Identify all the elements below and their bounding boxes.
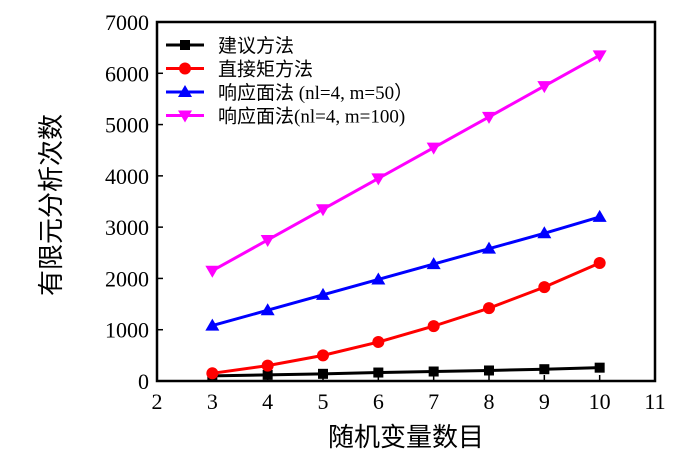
- x-tick-label: 3: [207, 389, 218, 414]
- x-tick-label: 6: [373, 389, 384, 414]
- legend-marker: [178, 110, 192, 123]
- y-tick-label: 0: [138, 369, 149, 394]
- data-point: [594, 362, 605, 373]
- x-tick-label: 11: [644, 389, 665, 414]
- y-axis-label: 有限元分析次数: [37, 114, 66, 296]
- data-point: [593, 257, 606, 270]
- data-point: [260, 303, 275, 316]
- data-point: [426, 142, 441, 155]
- data-point: [371, 173, 386, 186]
- series-line: [211, 54, 601, 273]
- plot-frame: [155, 20, 657, 383]
- series-3: [205, 50, 607, 278]
- y-tick-label: 4000: [105, 164, 149, 189]
- data-point: [538, 281, 551, 294]
- legend-marker: [180, 40, 190, 50]
- legend-marker: [179, 62, 191, 75]
- data-point: [592, 209, 607, 222]
- x-axis-label: 随机变量数目: [328, 423, 484, 452]
- y-tick-label: 7000: [105, 10, 149, 35]
- data-point: [539, 364, 550, 375]
- y-tick-label: 3000: [105, 215, 149, 240]
- legend-label: 响应面法(nl=4, m=100): [218, 106, 405, 128]
- data-point: [318, 368, 328, 379]
- data-point: [260, 234, 275, 247]
- data-point: [206, 367, 219, 380]
- data-point: [482, 241, 496, 254]
- legend-label: 建议方法: [218, 35, 294, 57]
- data-point: [537, 226, 552, 239]
- data-point: [537, 81, 552, 94]
- data-point: [261, 359, 274, 372]
- series-2: [205, 209, 607, 331]
- y-tick-label: 1000: [105, 318, 149, 343]
- legend-label: 直接矩方法: [218, 59, 313, 81]
- x-tick-label: 8: [484, 389, 495, 414]
- data-point: [372, 336, 385, 349]
- data-point: [426, 257, 441, 270]
- data-point: [373, 367, 384, 378]
- x-tick-label: 4: [262, 389, 273, 414]
- x-tick-label: 5: [318, 389, 329, 414]
- data-point: [317, 349, 329, 362]
- data-point: [316, 287, 330, 300]
- legend-marker: [178, 85, 192, 97]
- data-point: [484, 365, 494, 376]
- legend-label: 响应面法 (nl=4, m=50）: [218, 82, 413, 104]
- series-0: [207, 362, 605, 381]
- data-point: [205, 265, 220, 278]
- data-point: [371, 272, 386, 285]
- data-point: [428, 366, 439, 377]
- series-line: [211, 215, 601, 328]
- data-point: [592, 50, 607, 63]
- series-line: [212, 366, 600, 378]
- data-point: [316, 204, 330, 217]
- series-line: [212, 261, 601, 375]
- y-tick-label: 2000: [105, 266, 149, 291]
- x-tick-label: 9: [539, 389, 550, 414]
- series-1: [206, 257, 606, 380]
- data-point: [205, 318, 220, 331]
- data-point: [427, 320, 440, 333]
- data-point: [262, 369, 273, 380]
- data-point: [483, 302, 495, 315]
- data-point: [482, 111, 496, 124]
- y-tick-label: 6000: [105, 61, 149, 86]
- x-tick-label: 7: [428, 389, 439, 414]
- x-tick-label: 2: [152, 389, 163, 414]
- y-tick-label: 5000: [105, 113, 149, 138]
- x-tick-label: 10: [589, 389, 611, 414]
